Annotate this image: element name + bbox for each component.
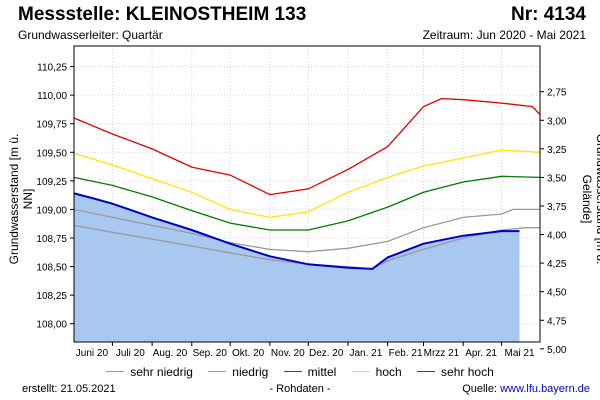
source-link[interactable]: www.lfu.bayern.de: [500, 383, 590, 395]
y-tick-label-left: 109,50: [36, 148, 67, 159]
y-tick-label-left: 109,25: [36, 177, 67, 188]
created-date: 21.05.2021: [60, 383, 116, 395]
y-tick-label-right: 5,00: [547, 345, 567, 356]
aquifer-label: Grundwasserleiter: Quartär: [18, 28, 163, 42]
measurement-fill: [74, 193, 520, 342]
series-lines: [73, 97, 541, 270]
y-axis-label-left: Grundwasserstand [m ü. NN]: [7, 133, 35, 265]
legend-label: sehr niedrig: [130, 365, 193, 379]
legend-swatch-mittel: [283, 371, 302, 373]
y-tick-label-left: 109,00: [36, 205, 67, 216]
legend-swatch-sehr-hoch: [417, 371, 436, 373]
x-tick-label: Juni 20: [76, 348, 109, 359]
x-tick-label: Mrzz 21: [424, 348, 460, 359]
x-tick-label: Mai 21: [505, 348, 535, 359]
legend-item-sehr-hoch: sehr hoch: [417, 365, 494, 379]
series-line-hoch: [73, 149, 541, 219]
legend-item-hoch: hoch: [351, 365, 402, 379]
y-tick-label-right: 3,25: [547, 145, 567, 156]
x-tick-label: Aug. 20: [153, 348, 188, 359]
plot-frame: [70, 45, 544, 350]
period-label: Zeitraum: Jun 2020 - Mai 2021: [422, 28, 586, 42]
measurement-area: [74, 193, 520, 342]
plot-border: [73, 45, 541, 343]
y-tick-label-right: 4,75: [547, 316, 567, 327]
x-tick-label: Nov. 20: [271, 348, 305, 359]
station-number: Nr: 4134: [511, 4, 586, 25]
x-tick-label: Dez. 20: [309, 348, 344, 359]
legend-label: mittel: [307, 365, 337, 379]
measurement-line: [73, 192, 520, 270]
y-tick-label-left: 109,75: [36, 120, 67, 131]
x-tick-label: Feb. 21: [389, 348, 423, 359]
station-title: Messstelle: KLEINOSTHEIM 133: [18, 4, 307, 25]
y-tick-label-left: 110,25: [37, 63, 67, 74]
x-tick-label: Okt. 20: [232, 348, 265, 359]
y-tick-label-right: 4,50: [547, 288, 567, 299]
y-tick-label-right: 3,50: [547, 173, 567, 184]
y-tick-label-right: 4,00: [547, 231, 567, 242]
legend: sehr niedrig niedrig mittel hoch sehr ho…: [0, 365, 600, 379]
legend-label: sehr hoch: [441, 365, 494, 379]
legend-swatch-hoch: [351, 371, 370, 373]
y-tick-label-right: 3,00: [547, 116, 567, 127]
legend-item-sehr-niedrig: sehr niedrig: [106, 365, 193, 379]
y-tick-label-right: 3,75: [547, 202, 567, 213]
legend-swatch-sehr-niedrig: [106, 371, 125, 373]
y-tick-label-left: 108,75: [36, 234, 67, 245]
y-tick-label-left: 110,00: [37, 91, 67, 102]
created-info: erstellt: 21.05.2021: [22, 383, 116, 395]
x-tick-label: Apr. 21: [465, 348, 497, 359]
x-tick-label: Juli 20: [116, 348, 145, 359]
x-tick-label: Sep. 20: [192, 348, 227, 359]
y-axis-label-right: Grundwasserstand [m u. Gelände]: [580, 133, 600, 265]
y-tick-label-left: 108,50: [36, 263, 67, 274]
legend-item-mittel: mittel: [283, 365, 337, 379]
legend-item-niedrig: niedrig: [208, 365, 268, 379]
raw-data-note: - Rohdaten -: [269, 383, 331, 395]
source-info: Quelle: www.lfu.bayern.de: [462, 383, 590, 395]
y-tick-label-left: 108,00: [36, 320, 67, 331]
legend-label: niedrig: [232, 365, 269, 379]
tick-labels: 108,00 108,25 108,50 108,75 109,00 109,25 109,…: [36, 63, 566, 359]
x-tick-label: Jan. 21: [349, 348, 382, 359]
series-line-niedrig: [73, 208, 540, 253]
series-line-mittel: [73, 175, 541, 231]
y-tick-label-right: 2,75: [547, 88, 567, 99]
source-label: Quelle:: [462, 383, 498, 395]
created-label: erstellt:: [22, 383, 58, 395]
legend-label: hoch: [375, 365, 402, 379]
series-line-sehr-hoch: [73, 97, 541, 196]
legend-swatch-niedrig: [208, 371, 227, 373]
y-tick-label-left: 108,25: [36, 291, 67, 302]
y-tick-label-right: 4,25: [547, 259, 567, 270]
